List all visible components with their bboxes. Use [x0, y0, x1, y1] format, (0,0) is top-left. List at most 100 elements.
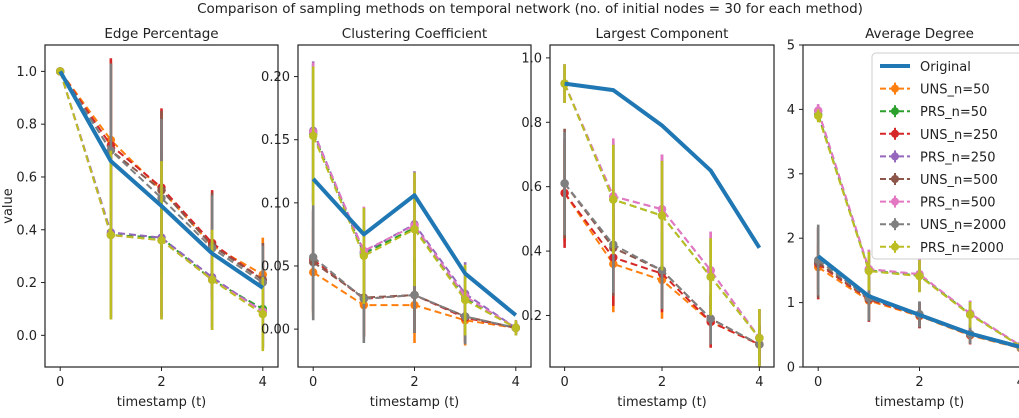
- y-tick-label: 4: [787, 103, 795, 118]
- data-point: [864, 266, 874, 276]
- y-tick-label: 0.0: [16, 329, 37, 344]
- data-point: [359, 251, 369, 261]
- y-axis-label: value: [1, 188, 16, 224]
- series-prs-n-2000: [560, 64, 764, 367]
- y-tick-label: 0.8: [521, 116, 542, 131]
- panel-title: Largest Component: [596, 26, 729, 42]
- x-axis-label: timestamp (t): [617, 395, 707, 410]
- y-tick-label: 0.4: [521, 245, 542, 260]
- data-point: [755, 333, 764, 343]
- data-point: [258, 310, 268, 319]
- panel-average-degree: Average Degree 0 2 4 0 1 2 3 4 5 timestamp (t) Orig…: [787, 26, 1019, 410]
- series-line: [311, 177, 518, 317]
- figure-suptitle: Comparison of sampling methods on tempor…: [197, 1, 863, 17]
- legend-item-uns-n-250: UNS_n=250: [880, 127, 998, 143]
- data-point: [410, 290, 419, 300]
- data-point: [106, 230, 116, 240]
- plot-area: [813, 104, 1019, 353]
- data-point: [706, 314, 715, 323]
- series-original: [564, 81, 762, 249]
- legend-item-uns-n-50: UNS_n=50: [880, 82, 990, 98]
- legend-marker: [891, 107, 899, 116]
- data-point: [657, 211, 667, 220]
- x-tick-label: 0: [814, 375, 822, 390]
- x-tick-label: 0: [560, 375, 568, 390]
- y-tick-label: 0.10: [261, 196, 290, 211]
- x-tick-label: 4: [512, 375, 520, 390]
- x-tick-label: 2: [915, 375, 923, 390]
- data-point: [308, 131, 318, 141]
- data-point: [410, 225, 419, 234]
- legend: Original UNS_n=50 PRS_n=50 UNS_n=250 PRS_n=2…: [871, 52, 1019, 260]
- y-tick-label: 0.20: [261, 70, 290, 85]
- data-point: [965, 310, 975, 320]
- series-line: [564, 81, 762, 249]
- panel-clustering-coefficient: Clustering Coefficient 0 2 4 0.00 0.05 0.10 0.1…: [261, 26, 532, 410]
- axes-frame: [44, 44, 279, 368]
- x-tick-label: 0: [309, 375, 317, 390]
- legend-item-prs-n-50: PRS_n=50: [880, 105, 987, 120]
- plot-area: [560, 64, 764, 367]
- panel-largest-component: Largest Component 0 2 4 0.2 0.4 0.6 0.8 1.0 times…: [521, 26, 775, 410]
- axes-frame: [297, 44, 532, 368]
- data-point: [560, 179, 569, 188]
- series-line: [312, 131, 517, 329]
- x-tick-label: 2: [658, 375, 666, 390]
- x-axis-label: timestamp (t): [117, 395, 207, 410]
- legend-label: UNS_n=500: [920, 173, 998, 188]
- y-tick-label: 1.0: [521, 51, 542, 66]
- legend-label: Original: [920, 60, 971, 75]
- legend-label: PRS_n=500: [920, 196, 996, 211]
- legend-item-prs-n-2000: PRS_n=2000: [880, 240, 1004, 256]
- x-axis-label: timestamp (t): [370, 395, 460, 410]
- plot-area: [308, 61, 521, 346]
- legend-item-prs-n-500: PRS_n=500: [880, 195, 996, 211]
- panel-title: Edge Percentage: [104, 26, 218, 42]
- y-tick-label: 5: [787, 39, 795, 54]
- legend-frame: [871, 52, 1019, 260]
- data-point: [207, 275, 217, 285]
- series-original: [311, 177, 518, 317]
- series-original: [58, 70, 264, 290]
- series-prs-n-2000: [813, 109, 1019, 351]
- legend-label: PRS_n=2000: [920, 241, 1004, 256]
- y-tick-label: 2: [787, 232, 795, 247]
- y-tick-label: 1.0: [16, 65, 37, 80]
- y-tick-label: 0.4: [16, 223, 37, 238]
- legend-label: UNS_n=2000: [920, 218, 1006, 233]
- y-tick-label: 0.6: [16, 170, 37, 185]
- data-point: [706, 272, 715, 282]
- legend-label: UNS_n=50: [920, 83, 990, 98]
- y-tick-label: 0: [787, 361, 795, 376]
- data-point: [813, 111, 823, 121]
- x-tick-label: 2: [157, 375, 165, 390]
- y-tick-label: 0.2: [16, 276, 37, 291]
- x-tick-label: 4: [259, 375, 267, 390]
- series-line: [816, 254, 1019, 349]
- legend-item-uns-n-2000: UNS_n=2000: [880, 218, 1006, 233]
- x-tick-label: 2: [410, 375, 418, 390]
- series-prs-n-2000: [55, 67, 268, 352]
- x-tick-label: 4: [755, 375, 763, 390]
- x-axis-label: timestamp (t): [875, 395, 965, 410]
- legend-marker: [891, 197, 899, 206]
- y-tick-label: 0.2: [521, 309, 542, 324]
- y-tick-label: 3: [787, 167, 795, 182]
- legend-marker: [891, 242, 899, 251]
- series-prs-n-2000: [308, 66, 521, 336]
- series-original: [816, 254, 1019, 349]
- data-point: [157, 236, 166, 245]
- legend-marker: [891, 84, 899, 93]
- panel-title: Clustering Coefficient: [342, 26, 487, 42]
- y-tick-label: 0.05: [261, 259, 290, 274]
- data-point: [511, 323, 521, 333]
- data-point: [308, 252, 318, 262]
- legend-label: UNS_n=250: [920, 128, 998, 143]
- legend-item-prs-n-250: PRS_n=250: [880, 150, 996, 165]
- axes-frame: [802, 44, 1019, 368]
- plot-area: [55, 58, 268, 352]
- y-tick-label: 0.00: [261, 323, 290, 338]
- legend-marker: [891, 129, 899, 138]
- x-tick-label: 0: [56, 375, 64, 390]
